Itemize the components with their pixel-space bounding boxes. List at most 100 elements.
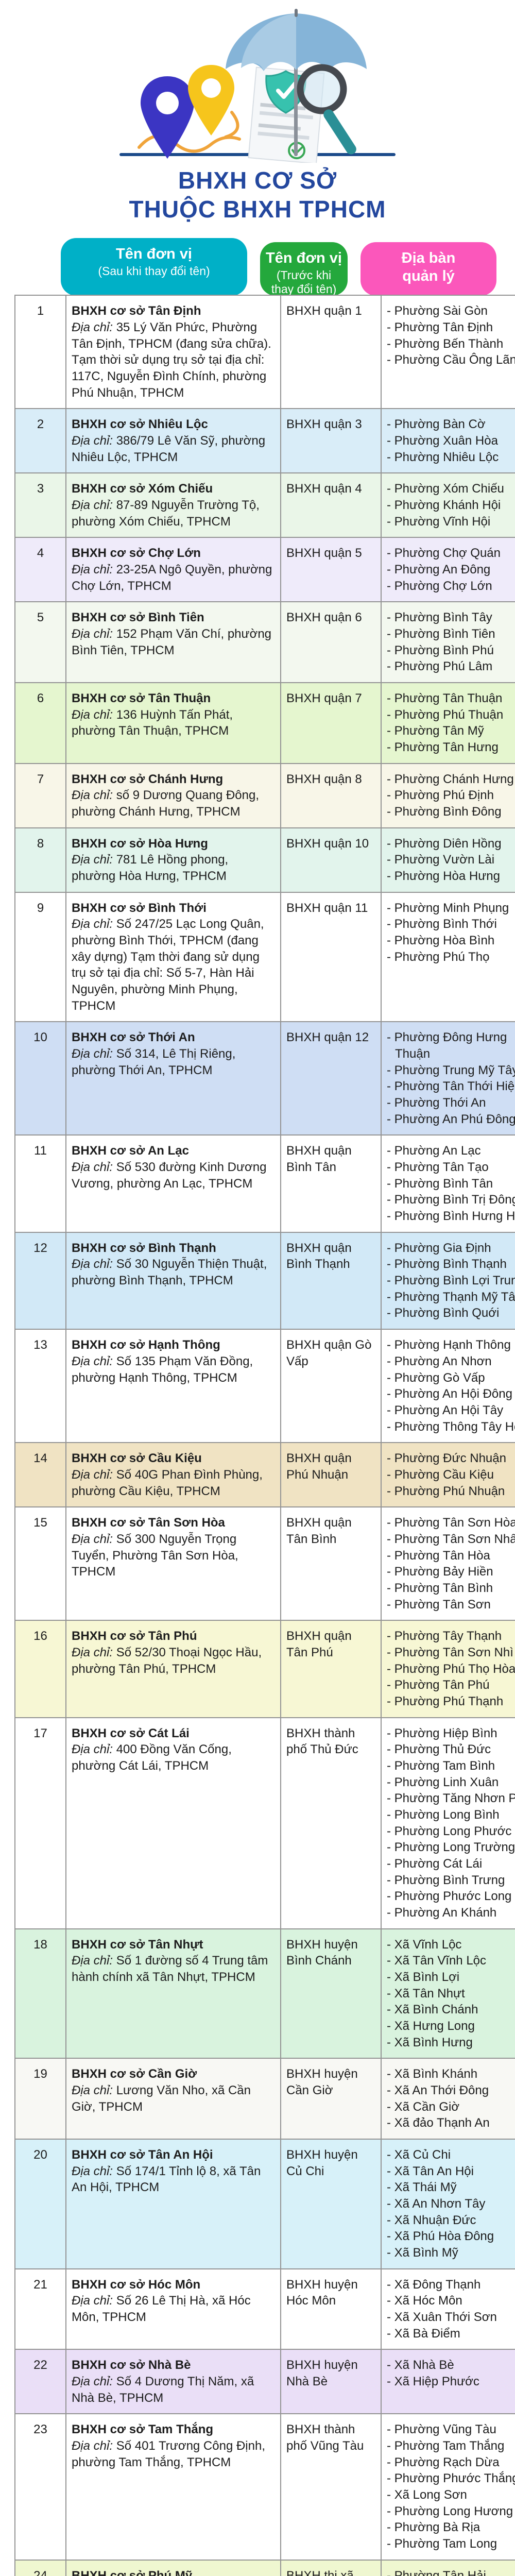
office-address: Lương Văn Nho, xã Cần Giờ, TPHCM bbox=[72, 2083, 251, 2114]
area-item: - Phường Vĩnh Hội bbox=[387, 514, 491, 529]
office-address: Số 1 đường số 4 Trung tâm hành chính xã … bbox=[72, 1954, 268, 1984]
table-row: 6 BHXH cơ sở Tân Thuận Địa chỉ: 136 Huỳn… bbox=[14, 682, 515, 764]
old-name: BHXH quận 4 bbox=[280, 472, 382, 538]
area-item: - Phường Bình Đông bbox=[387, 805, 502, 819]
area-item: - Phường Phước Thắng bbox=[387, 2471, 515, 2486]
area-item: - Phường Thủ Đức bbox=[387, 1742, 491, 1757]
office-address: Số 174/1 Tỉnh lộ 8, xã Tân An Hội, TPHCM bbox=[72, 2164, 261, 2195]
office-name: BHXH cơ sở Xóm Chiếu bbox=[72, 482, 213, 496]
office-address-block: Địa chỉ: 136 Huỳnh Tấn Phát, phường Tân … bbox=[72, 707, 275, 739]
office-address-block: Địa chỉ: Số 52/30 Thoại Ngọc Hầu, phường… bbox=[72, 1645, 275, 1677]
area-item: - Phường Chợ Quán bbox=[387, 546, 501, 561]
table-row: 4 BHXH cơ sở Chợ Lớn Địa chỉ: 23-25A Ngô… bbox=[14, 537, 515, 603]
table-row: 13 BHXH cơ sở Hạnh Thông Địa chỉ: Số 135… bbox=[14, 1329, 515, 1444]
area-item: - Xã Bình Khánh bbox=[387, 2067, 478, 2081]
table-row: 17 BHXH cơ sở Cát Lái Địa chỉ: 400 Đồng … bbox=[14, 1717, 515, 1929]
area-list: - Phường Bàn Cờ - Phường Xuân Hòa - Phường… bbox=[381, 408, 515, 474]
office-name: BHXH cơ sở Bình Thạnh bbox=[72, 1241, 216, 1255]
table-row: 10 BHXH cơ sở Thới An Địa chỉ: Số 314, L… bbox=[14, 1021, 515, 1136]
area-item: - Phường Trung Mỹ Tây bbox=[387, 1063, 515, 1077]
area-item: - Phường Bình Thới bbox=[387, 917, 497, 931]
office-address: 35 Lý Văn Phức, Phường Tân Định, TPHCM (… bbox=[72, 320, 271, 400]
office-name: BHXH cơ sở Cầu Kiệu bbox=[72, 1451, 202, 1466]
area-item: - Phường An Hội Tây bbox=[387, 1403, 504, 1417]
row-number: 14 bbox=[14, 1442, 66, 1508]
area-item: - Phường Nhiêu Lộc bbox=[387, 450, 499, 464]
row-number: 12 bbox=[14, 1231, 66, 1330]
office-address-block: Địa chỉ: Số 247/25 Lạc Long Quân, phường… bbox=[72, 916, 275, 1014]
area-item: - Phường Tam Long bbox=[387, 2537, 497, 2551]
area-item: - Phường Minh Phụng bbox=[387, 901, 509, 915]
office-address-block: Địa chỉ: Số 135 Phạm Văn Đồng, phường Hạ… bbox=[72, 1353, 275, 1386]
area-list: - Xã Củ Chi - Xã Tân An Hội - Xã Thái Mỹ - … bbox=[381, 2139, 515, 2269]
area-item: - Phường Phú Thọ Hòa bbox=[387, 1662, 515, 1676]
area-item: - Phường Tân Bình bbox=[387, 1581, 493, 1595]
area-item: - Xã Đông Thạnh bbox=[387, 2277, 481, 2292]
area-list: - Phường Bình Tây - Phường Bình Tiên - Phư… bbox=[381, 601, 515, 683]
old-name: BHXH huyện Bình Chánh bbox=[280, 1928, 382, 2059]
table-row: 23 BHXH cơ sở Tam Thắng Địa chỉ: Số 401 … bbox=[14, 2413, 515, 2561]
old-name: BHXH quận 1 bbox=[280, 295, 382, 410]
address-label: Địa chỉ: bbox=[72, 1047, 113, 1061]
area-item: - Phường Bình Quới bbox=[387, 1306, 500, 1320]
office-address-block: Địa chỉ: 152 Phạm Văn Chí, phường Bình T… bbox=[72, 626, 275, 658]
area-item: - Phường Vũng Tàu bbox=[387, 2422, 496, 2437]
page-title-line2: THUỘC BHXH TPHCM bbox=[129, 196, 386, 223]
office-address-block: Địa chỉ: 386/79 Lê Văn Sỹ, phường Nhiêu … bbox=[72, 433, 275, 465]
office-address-block: Địa chỉ: Số 314, Lê Thị Riêng, phường Th… bbox=[72, 1046, 275, 1078]
table-row: 14 BHXH cơ sở Cầu Kiệu Địa chỉ: Số 40G P… bbox=[14, 1442, 515, 1508]
area-item: - Phường Bàn Cờ bbox=[387, 417, 486, 432]
office-address: Số 247/25 Lạc Long Quân, phường Bình Thớ… bbox=[72, 917, 264, 1013]
area-item: - Xã Hóc Môn bbox=[387, 2294, 462, 2308]
area-item: - Phường Sài Gòn bbox=[387, 304, 488, 318]
area-item: - Phường Bình Hưng Hòa bbox=[387, 1209, 515, 1224]
area-item: - Xã Cần Giờ bbox=[387, 2099, 460, 2114]
row-number: 2 bbox=[14, 408, 66, 474]
area-list: - Xã Đông Thạnh - Xã Hóc Môn - Xã Xuân Thớ… bbox=[381, 2268, 515, 2350]
office-name: BHXH cơ sở Chánh Hưng bbox=[72, 772, 224, 786]
office-address: 136 Huỳnh Tấn Phát, phường Tân Thuận, TP… bbox=[72, 707, 233, 738]
table-row: 24 BHXH cơ sở Phú Mỹ Địa chỉ: Số 7 Nguyễ… bbox=[14, 2559, 515, 2576]
area-item: - Phường Bình Trị Đông bbox=[387, 1193, 515, 1207]
address-label: Địa chỉ: bbox=[72, 707, 113, 722]
area-list: - Phường Diên Hồng - Phường Vườn Lài - Phư… bbox=[381, 827, 515, 893]
area-item: - Phường Bình Phú bbox=[387, 643, 494, 657]
umbrella-icon bbox=[226, 9, 367, 156]
page-title-line1: BHXH CƠ SỞ bbox=[178, 167, 337, 194]
area-item: - Xã Hiệp Phước bbox=[387, 2375, 479, 2389]
area-item: - Phường Hòa Bình bbox=[387, 934, 495, 948]
area-item: - Xã Tân An Hội bbox=[387, 2164, 474, 2178]
area-item: - Xã An Nhơn Tây bbox=[387, 2197, 486, 2211]
area-list: - Phường Đức Nhuận - Phường Cầu Kiệu - Phư… bbox=[381, 1442, 515, 1508]
old-name: BHXH thành phố Vũng Tàu bbox=[280, 2413, 382, 2561]
row-number: 22 bbox=[14, 2349, 66, 2415]
area-item: - Phường Bình Tân bbox=[387, 1176, 493, 1191]
table-row: 8 BHXH cơ sở Hòa Hưng Địa chỉ: 781 Lê Hồ… bbox=[14, 827, 515, 893]
office-address-block: Địa chỉ: số 9 Dương Quang Đông, phường C… bbox=[72, 787, 275, 820]
area-item: - Phường Tân Thới Hiệp bbox=[387, 1079, 515, 1094]
office-address-block: Địa chỉ: Số 401 Trương Công Định, phường… bbox=[72, 2438, 275, 2470]
office-address: 400 Đồng Văn Cống, phường Cát Lái, TPHCM bbox=[72, 1742, 232, 1773]
table-row: 12 BHXH cơ sở Bình Thạnh Địa chỉ: Số 30 … bbox=[14, 1231, 515, 1330]
office-name: BHXH cơ sở Cát Lái bbox=[72, 1726, 190, 1740]
area-item: - Phường Linh Xuân bbox=[387, 1775, 499, 1789]
office-address: số 9 Dương Quang Đông, phường Chánh Hưng… bbox=[72, 788, 260, 819]
old-name: BHXH quận Gò Vấp bbox=[280, 1329, 382, 1444]
area-list: - Phường Chợ Quán - Phường An Đông - Phườn… bbox=[381, 537, 515, 603]
office-address: Số 530 đường Kinh Dương Vương, phường An… bbox=[72, 1160, 267, 1191]
area-item: - Phường Gia Định bbox=[387, 1241, 491, 1255]
area-item: - Phường Diên Hồng bbox=[387, 836, 502, 851]
table-row: 18 BHXH cơ sở Tân Nhựt Địa chỉ: Số 1 đườ… bbox=[14, 1928, 515, 2059]
old-name: BHXH quận 12 bbox=[280, 1021, 382, 1136]
address-label: Địa chỉ: bbox=[72, 498, 113, 512]
office-address-block: Địa chỉ: Số 530 đường Kinh Dương Vương, … bbox=[72, 1159, 275, 1192]
address-label: Địa chỉ: bbox=[72, 1742, 113, 1757]
area-item: - Phường Bình Tiên bbox=[387, 626, 495, 641]
insurance-illustration bbox=[0, 0, 515, 163]
address-label: Địa chỉ: bbox=[72, 433, 113, 448]
area-list: - Phường Tân Hải- Phường Tân Phước- Phườ… bbox=[381, 2559, 515, 2576]
address-label: Địa chỉ: bbox=[72, 626, 113, 641]
office-address: Số 40G Phan Đình Phùng, phường Cầu Kiệu,… bbox=[72, 1467, 263, 1498]
row-number: 15 bbox=[14, 1506, 66, 1621]
area-item: - Phường Rạch Dừa bbox=[387, 2455, 500, 2469]
